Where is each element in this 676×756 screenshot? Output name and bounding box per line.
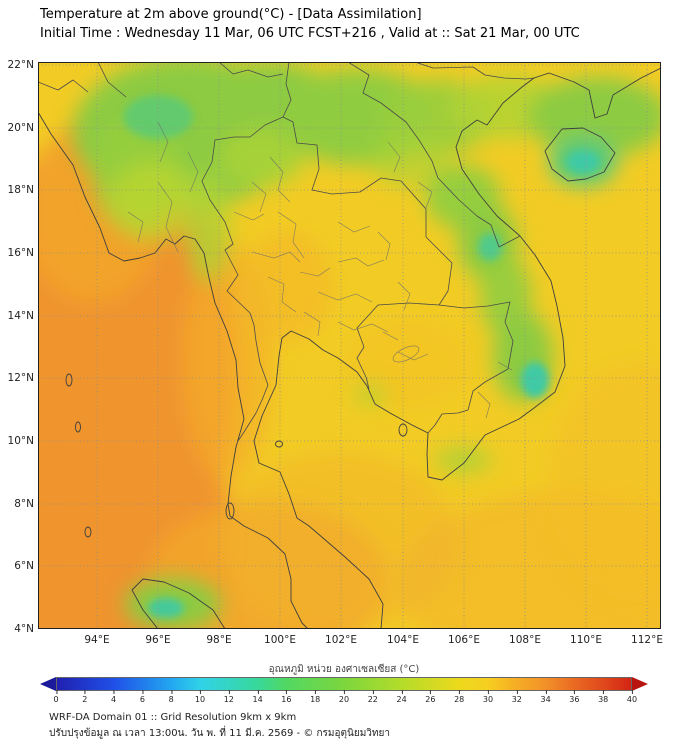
colorbar-tick: 40 xyxy=(626,690,638,704)
colorbar-tick: 36 xyxy=(569,690,580,704)
lat-tick-label: 14°N xyxy=(7,310,34,322)
lon-tick-label: 106°E xyxy=(448,634,480,646)
colorbar-tick: 24 xyxy=(396,690,407,704)
colorbar-tick: 2 xyxy=(82,690,88,704)
footer-block: WRF-DA Domain 01 :: Grid Resolution 9km … xyxy=(49,710,390,742)
colorbar-tick: 32 xyxy=(511,690,522,704)
page-title: Temperature at 2m above ground(°C) - [Da… xyxy=(40,7,422,22)
lon-tick-label: 110°E xyxy=(570,634,602,646)
colorbar-left-arrow xyxy=(40,677,56,691)
lon-tick-label: 96°E xyxy=(145,634,171,646)
lat-tick-label: 6°N xyxy=(14,560,34,572)
national-borders xyxy=(38,62,535,442)
colorbar-tick: 18 xyxy=(310,690,321,704)
lat-tick-label: 12°N xyxy=(7,372,34,384)
page-subtitle: Initial Time : Wednesday 11 Mar, 06 UTC … xyxy=(40,26,580,41)
colorbar-right-arrow xyxy=(632,677,648,691)
lon-tick-label: 108°E xyxy=(509,634,541,646)
lat-tick-label: 8°N xyxy=(14,498,34,510)
lon-tick-label: 100°E xyxy=(264,634,296,646)
colorbar: 0 2 4 6 8 10 12 14 16 18 20 22 24 26 28 … xyxy=(40,677,648,704)
colorbar-tick: 14 xyxy=(252,690,263,704)
colorbar-tick: 34 xyxy=(540,690,551,704)
colorbar-label: อุณหภูมิ หน่วย องศาเซลเซียส (°C) xyxy=(268,664,420,675)
lon-tick-label: 98°E xyxy=(206,634,232,646)
lon-tick-label: 112°E xyxy=(631,634,663,646)
colorbar-tick: 6 xyxy=(139,690,145,704)
lon-tick-label: 102°E xyxy=(325,634,357,646)
colorbar-tick: 12 xyxy=(223,690,234,704)
colorbar-tick: 22 xyxy=(367,690,378,704)
lat-tick-label: 22°N xyxy=(7,59,34,71)
lon-tick-label: 94°E xyxy=(84,634,110,646)
colorbar-tick: 0 xyxy=(53,690,59,704)
title-block: Temperature at 2m above ground(°C) - [Da… xyxy=(40,5,580,43)
colorbar-tick: 8 xyxy=(168,690,174,704)
lat-tick-label: 18°N xyxy=(7,184,34,196)
colorbar-tick: 28 xyxy=(454,690,465,704)
colorbar-tick: 20 xyxy=(338,690,350,704)
graticule-grid xyxy=(38,62,661,629)
colorbar-tick: 10 xyxy=(194,690,206,704)
lat-tick-label: 4°N xyxy=(14,623,34,635)
lat-tick-label: 16°N xyxy=(7,247,34,259)
map-canvas xyxy=(38,62,661,629)
lat-tick-label: 20°N xyxy=(7,122,34,134)
colorbar-tick: 26 xyxy=(425,690,436,704)
map-border-frame xyxy=(38,62,661,629)
lon-tick-label: 104°E xyxy=(387,634,419,646)
colorbar-tick: 30 xyxy=(482,690,494,704)
model-info: WRF-DA Domain 01 :: Grid Resolution 9km … xyxy=(49,712,297,723)
province-borders xyxy=(127,121,513,419)
cool-regions xyxy=(73,62,661,629)
temperature-map xyxy=(38,62,661,629)
colorbar-tick: 38 xyxy=(598,690,609,704)
colorbar-tick: 4 xyxy=(111,690,117,704)
lat-tick-label: 10°N xyxy=(7,435,34,447)
colorbar-gradient xyxy=(56,677,632,691)
update-copyright: ปรับปรุงข้อมูล ณ เวลา 13:00น. วัน พ. ที่… xyxy=(49,728,390,739)
colorbar-tick: 16 xyxy=(281,690,292,704)
coastline-borders xyxy=(38,67,661,629)
